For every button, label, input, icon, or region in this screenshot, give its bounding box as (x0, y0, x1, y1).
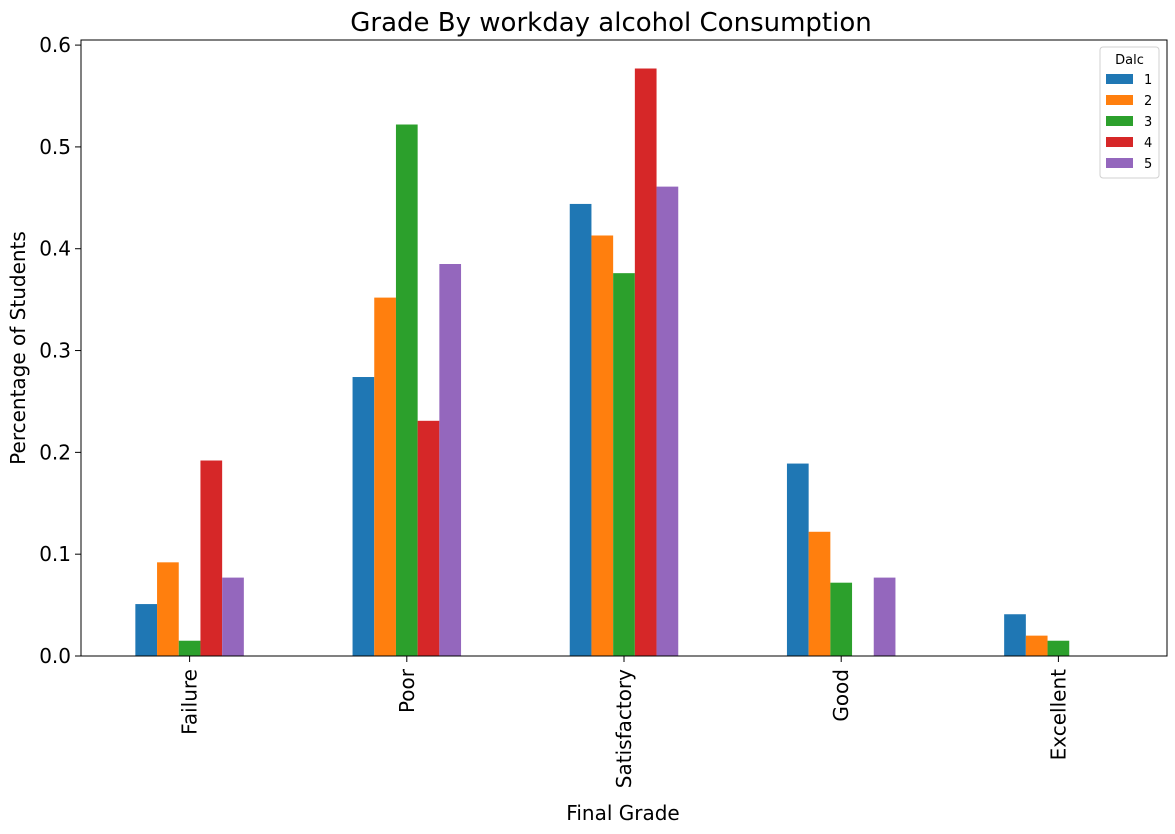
y-tick-label: 0.2 (39, 440, 71, 464)
legend-swatch-5 (1106, 158, 1133, 168)
legend-swatch-1 (1106, 74, 1133, 84)
y-axis-ticks: 0.0 0.1 0.2 0.3 0.4 0.5 0.6 (39, 33, 81, 668)
bar-poor-series-3 (395, 124, 418, 656)
bar-good-series-2 (808, 531, 831, 656)
bar-excellent-series-1 (1004, 614, 1026, 656)
y-tick-label: 0.3 (39, 339, 71, 363)
bar-failure-series-1 (135, 604, 158, 656)
bar-poor-series-5 (439, 264, 462, 656)
bar-satisfactory-series-4 (634, 68, 657, 656)
legend-title: Dalc (1115, 53, 1144, 68)
bar-satisfactory-series-1 (569, 203, 592, 656)
bar-good-series-3 (830, 582, 853, 656)
y-tick-label: 0.6 (39, 33, 71, 57)
x-tick-label-good: Good (829, 669, 853, 722)
bar-poor-series-2 (374, 297, 396, 656)
bar-good-series-5 (873, 577, 896, 656)
x-axis-ticks: Failure Poor Satisfactory Good Excellent (178, 656, 1070, 788)
x-tick-label-excellent: Excellent (1046, 669, 1070, 761)
legend-label-1: 1 (1144, 73, 1152, 88)
bar-failure-series-4 (200, 460, 223, 656)
bar-poor-series-4 (417, 420, 440, 656)
x-tick-label-poor: Poor (395, 668, 419, 713)
bar-failure-series-5 (222, 577, 244, 656)
legend-label-5: 5 (1144, 157, 1152, 172)
legend-swatch-2 (1106, 95, 1133, 105)
y-tick-label: 0.4 (39, 237, 71, 261)
bar-satisfactory-series-3 (613, 273, 635, 656)
bar-failure-series-2 (157, 562, 179, 656)
y-tick-label: 0.5 (39, 135, 71, 159)
bar-good-series-1 (786, 463, 809, 656)
bar-excellent-series-3 (1047, 640, 1070, 656)
bar-failure-series-3 (178, 640, 201, 656)
legend-swatch-3 (1106, 116, 1133, 126)
y-tick-label: 0.0 (39, 644, 71, 668)
x-tick-label-failure: Failure (178, 669, 202, 735)
bar-satisfactory-series-2 (591, 235, 614, 657)
chart-title: Grade By workday alcohol Consumption (350, 8, 871, 38)
bar-satisfactory-series-5 (656, 186, 679, 656)
x-axis-title: Final Grade (566, 801, 679, 825)
bar-poor-series-1 (352, 377, 375, 656)
legend-label-3: 3 (1144, 115, 1152, 130)
bars-group (135, 68, 1070, 657)
bar-excellent-series-2 (1025, 635, 1048, 656)
y-axis-title: Percentage of Students (6, 231, 30, 465)
legend-label-2: 2 (1144, 94, 1152, 109)
legend-swatch-4 (1106, 137, 1133, 147)
x-tick-label-satisfactory: Satisfactory (612, 669, 636, 788)
legend-label-4: 4 (1144, 136, 1152, 151)
y-tick-label: 0.1 (39, 542, 71, 566)
